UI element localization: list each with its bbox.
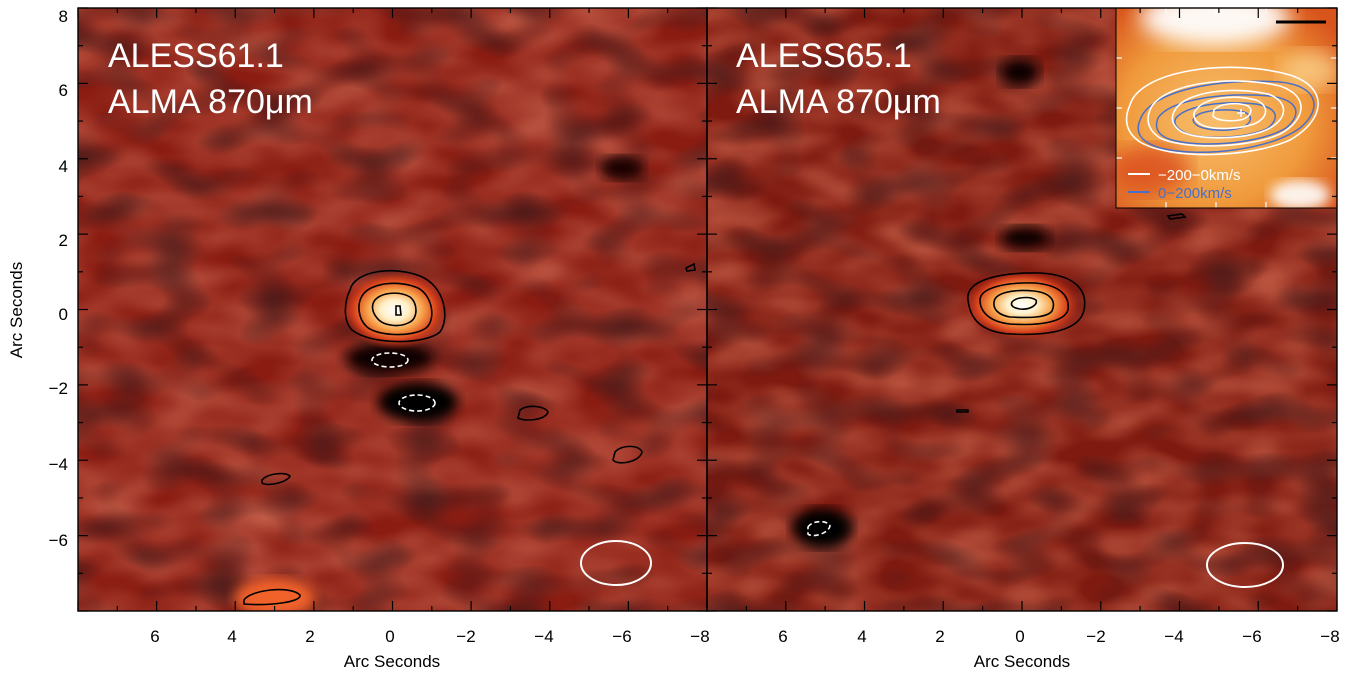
right-x-axis-title: Arc Seconds <box>974 652 1070 671</box>
y-tick-label: 0 <box>59 305 68 324</box>
x-tick-label: −4 <box>534 627 553 646</box>
y-tick-label: 4 <box>59 157 68 176</box>
x-tick-label: −6 <box>1242 627 1261 646</box>
y-tick-label: −4 <box>49 455 68 474</box>
right-x-tick-labels: 6 4 2 0 −2 −4 −6 −8 <box>778 627 1339 646</box>
y-tick-label: 2 <box>59 231 68 250</box>
y-tick-label: 8 <box>59 7 68 26</box>
right-panel-title: ALESS65.1 <box>736 37 912 75</box>
x-tick-label: 2 <box>935 627 944 646</box>
x-tick-label: −8 <box>1320 627 1339 646</box>
y-tick-label: 6 <box>59 81 68 100</box>
right-panel-subtitle: ALMA 870μm <box>736 83 941 121</box>
left-x-axis-title: Arc Seconds <box>344 652 440 671</box>
x-tick-label: 6 <box>150 627 159 646</box>
x-tick-label: 2 <box>305 627 314 646</box>
left-x-tick-labels: 6 4 2 0 −2 −4 −6 −8 <box>150 627 709 646</box>
x-tick-label: 4 <box>227 627 236 646</box>
x-tick-label: −2 <box>456 627 475 646</box>
y-tick-label: −2 <box>49 379 68 398</box>
left-y-axis-title: Arc Seconds <box>7 262 26 358</box>
x-tick-label: 4 <box>857 627 866 646</box>
x-tick-label: −6 <box>612 627 631 646</box>
left-y-tick-labels: 8 6 4 2 0 −2 −4 −6 <box>49 7 68 550</box>
left-panel-title: ALESS61.1 <box>108 37 284 75</box>
x-tick-label: −8 <box>690 627 709 646</box>
x-tick-label: 0 <box>385 627 394 646</box>
x-tick-label: 6 <box>778 627 787 646</box>
legend-label-white: −200−0km/s <box>1158 167 1241 184</box>
x-tick-label: 0 <box>1015 627 1024 646</box>
x-tick-label: −4 <box>1164 627 1183 646</box>
inset: −200−0km/s 0−200km/s <box>1110 0 1340 210</box>
y-tick-label: −6 <box>49 531 68 550</box>
left-source <box>340 270 450 350</box>
legend-label-blue: 0−200km/s <box>1158 185 1232 202</box>
x-tick-label: −2 <box>1086 627 1105 646</box>
left-panel-subtitle: ALMA 870μm <box>108 83 313 121</box>
